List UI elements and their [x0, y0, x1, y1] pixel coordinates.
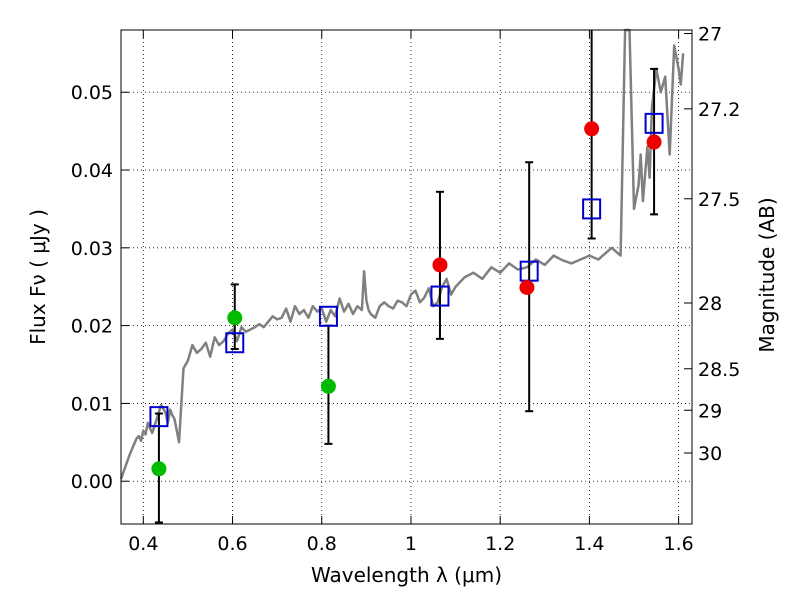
y-tick-label: 0.01	[71, 393, 113, 415]
error-bars-series	[154, 30, 659, 524]
magnitude-tick-label: 30	[698, 443, 722, 465]
detection-point	[584, 121, 600, 137]
x-axis-label: Wavelength λ (μm)	[311, 563, 502, 587]
x-tick-label: 1.2	[485, 533, 515, 555]
y-tick-label: 0.00	[71, 471, 113, 493]
plot-frame	[120, 29, 693, 525]
y-tick-label: 0.03	[71, 238, 113, 260]
y-axis-label: Flux Fν ( μJy )	[26, 209, 50, 345]
magnitude-axis-label: Magnitude (AB)	[755, 197, 779, 352]
model-point-square	[644, 112, 664, 134]
model-point-square	[430, 285, 450, 307]
x-tick-label: 0.6	[217, 533, 247, 555]
detections-series	[432, 121, 662, 296]
x-tick-label: 1.6	[664, 533, 694, 555]
magnitude-tick-label: 27	[698, 24, 722, 46]
y-tick-label: 0.05	[71, 82, 113, 104]
x-tick-label: 0.8	[307, 533, 337, 555]
detection-point	[646, 134, 662, 150]
y-tick-label: 0.02	[71, 316, 113, 338]
x-tick-label: 0.4	[128, 533, 158, 555]
grid-lines	[121, 30, 692, 524]
y-axis-ticks: 0.00 0.01 0.02 0.03 0.04 0.05	[71, 82, 129, 493]
non-detections-series	[151, 310, 336, 477]
detection-point	[519, 280, 535, 296]
non-detection-point	[151, 461, 167, 477]
x-tick-label: 1	[405, 533, 417, 555]
non-detection-point	[320, 378, 336, 394]
model-point-square	[582, 198, 602, 220]
model-point-square	[318, 305, 338, 327]
non-detection-point	[227, 310, 243, 326]
magnitude-tick-label: 27.5	[698, 189, 740, 211]
x-axis-ticks: 0.4 0.6 0.8 1 1.2 1.4 1.6	[128, 30, 694, 555]
magnitude-tick-label: 27.2	[698, 99, 740, 121]
magnitude-tick-label: 28.5	[698, 359, 740, 381]
y-tick-label: 0.04	[71, 160, 113, 182]
magnitude-tick-label: 28	[698, 293, 722, 315]
model-point-square	[225, 332, 245, 354]
model-points-series	[149, 112, 664, 428]
model-spectrum-line	[119, 28, 685, 480]
x-tick-label: 1.4	[574, 533, 604, 555]
detection-point	[432, 257, 448, 273]
magnitude-tick-label: 29	[698, 400, 722, 422]
magnitude-axis-ticks: 27 27.2 27.5 28 28.5 29 30	[684, 24, 740, 465]
model-point-square	[149, 406, 169, 428]
model-spectrum-series	[119, 28, 685, 480]
